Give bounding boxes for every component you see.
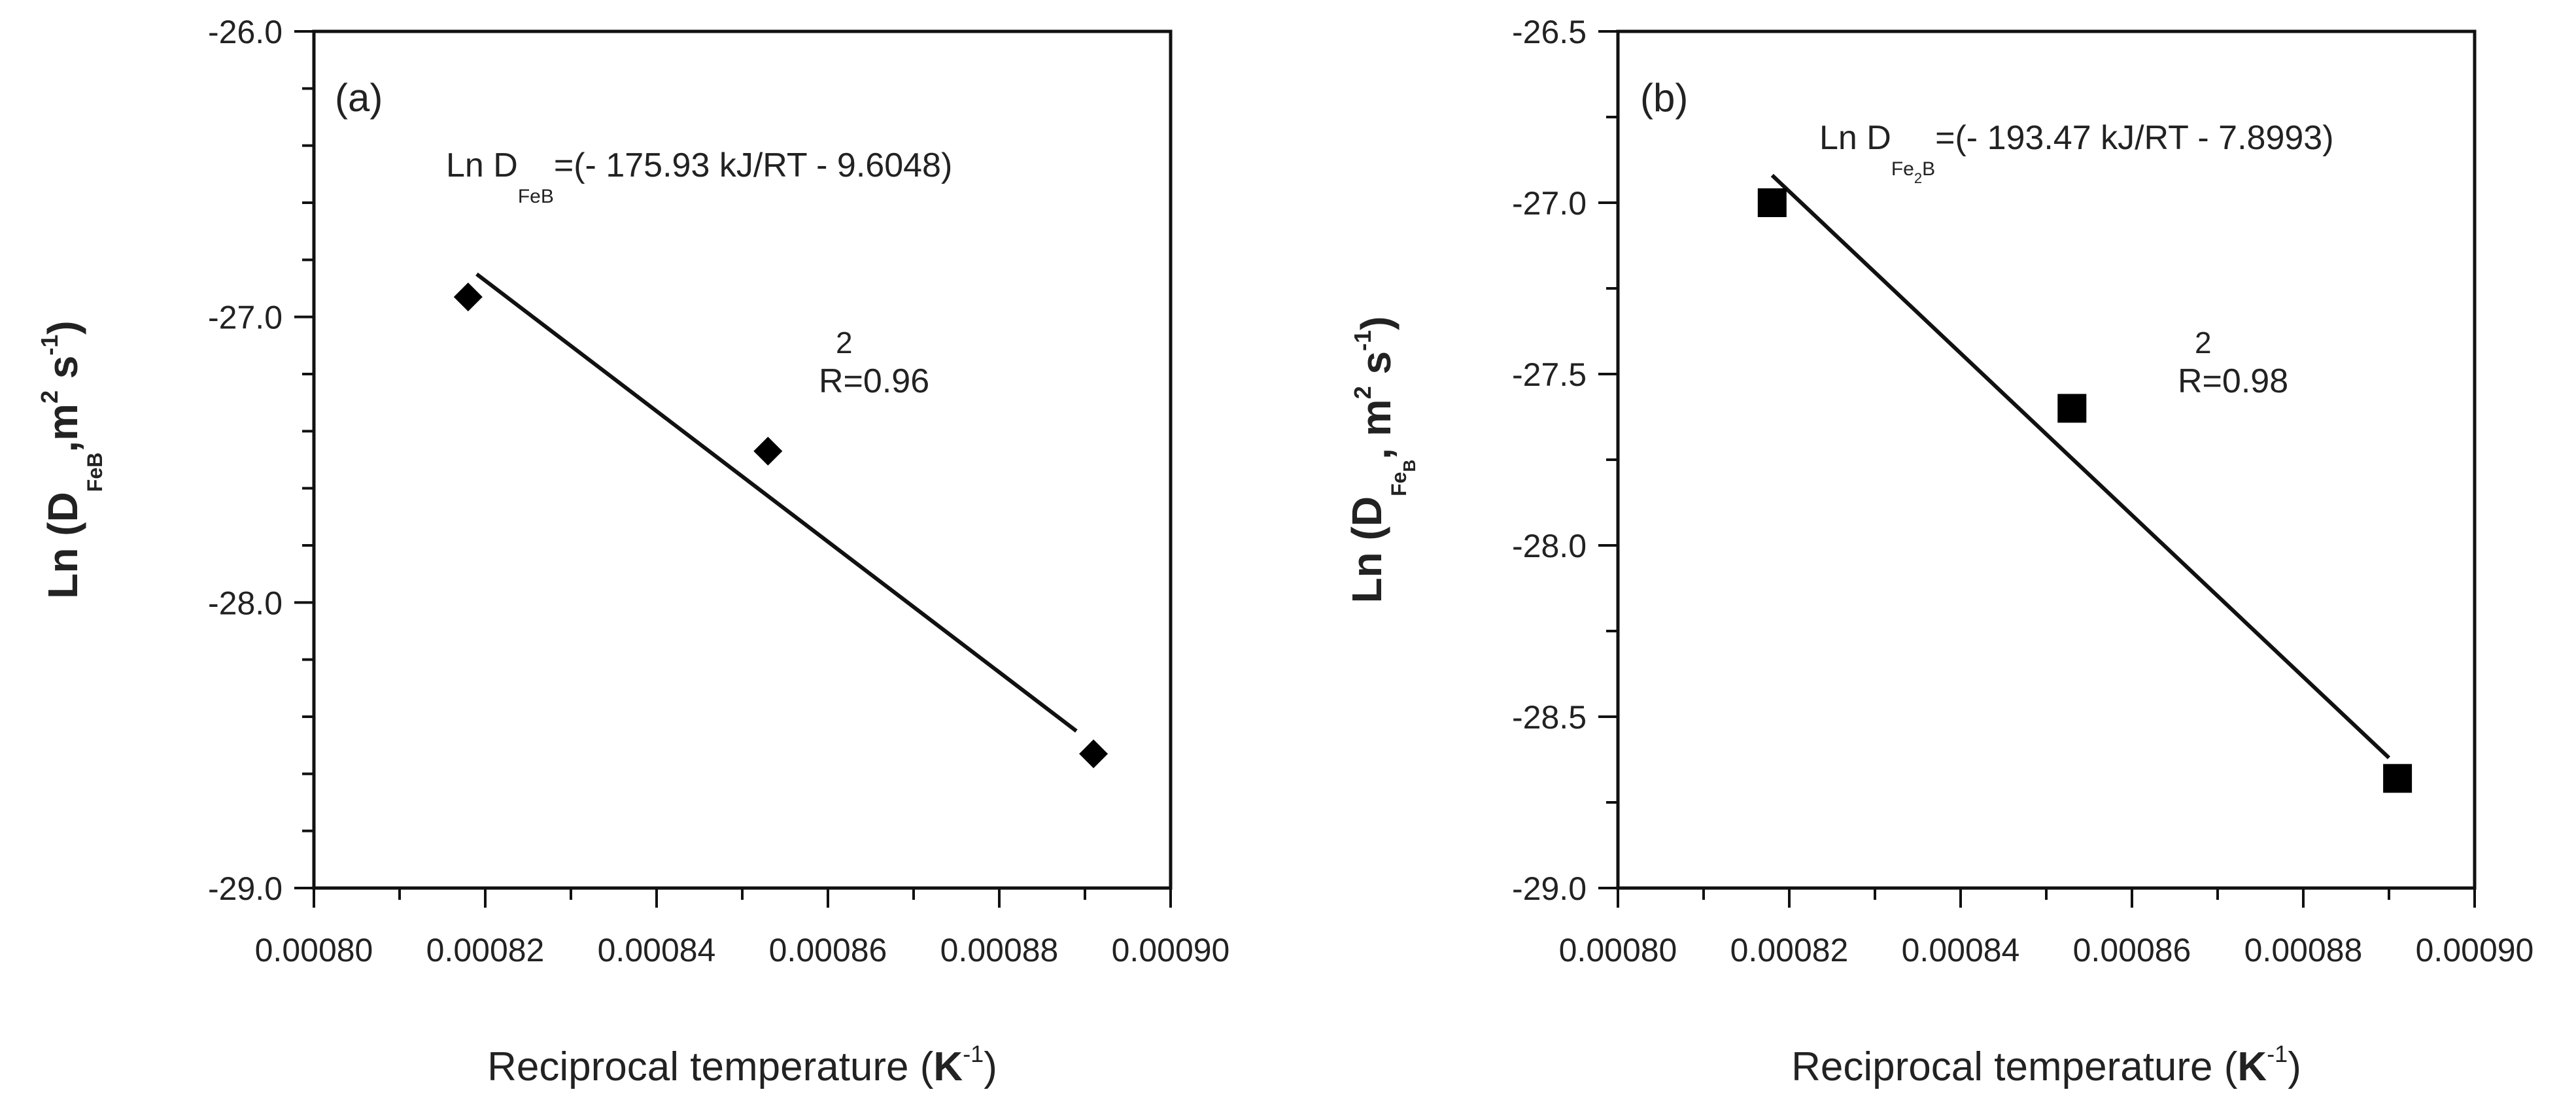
panel-a-fit-line [475,272,1078,733]
panel-a-x-axis-label: Reciprocal temperature (K-1) [487,1040,997,1089]
panel-b-x-axis-label: Reciprocal temperature (K-1) [1791,1040,2301,1089]
panel-a-equation: Ln DFeB=(- 175.93 kJ/RT - 9.6048) [446,146,952,207]
panel-b-x-tick-label: 0.00080 [1559,932,1677,968]
panel-b-data-point [1757,188,1787,217]
panel-b: 0.00080 0.00082 0.00084 0.00086 0.00088 0.000… [1343,14,2533,1089]
panel-a-ticks: 0.00080 0.00082 0.00084 0.00086 0.00088 0.000… [208,14,1229,968]
panel-a-r2: R=0.96 [819,362,929,400]
panel-b-ticks: 0.00080 0.00082 0.00084 0.00086 0.00088 0.000… [1512,14,2533,968]
panel-b-y-axis-label-wrap: Ln (DFeB, m2 s-1) [1343,317,1419,604]
panel-b-x-tick-label: 0.00088 [2244,932,2363,968]
panel-b-fit-line [1770,173,2391,760]
panel-b-data-point [2057,394,2087,423]
panel-a-data-point [753,436,783,466]
panel-a-x-tick-label: 0.00090 [1112,932,1230,968]
panel-a-y-tick-label: -26.0 [208,14,283,50]
panel-b-x-tick-label: 0.00082 [1730,932,1849,968]
panel-a-x-tick-label: 0.00088 [940,932,1059,968]
panel-a-points [453,283,1108,768]
panel-b-y-tick-label: -28.0 [1512,528,1587,564]
panel-b-y-tick-label: -27.5 [1512,356,1587,393]
panel-a-label: (a) [335,76,383,120]
panel-b-y-tick-label: -29.0 [1512,870,1587,907]
panel-b-x-tick-label: 0.00090 [2416,932,2534,968]
panel-b-y-tick-label: -26.5 [1512,14,1587,50]
panel-a-x-tick-label: 0.00082 [426,932,545,968]
panel-b-label: (b) [1640,76,1688,120]
panel-a-y-tick-label: -27.0 [208,300,283,336]
panel-b-data-point [2383,764,2413,793]
panel-b-y-tick-label: -27.0 [1512,185,1587,222]
panel-a-y-axis-label: Ln (DFeB,m2 s-1) [36,320,107,598]
panel-b-equation: Ln DFe2B=(- 193.47 kJ/RT - 7.8993) [1819,119,2334,186]
panel-a-y-tick-label: -28.0 [208,585,283,621]
panel-a-data-point [453,283,483,312]
panel-b-y-tick-label: -28.5 [1512,699,1587,736]
panel-b-plot-frame [1616,29,2477,890]
panel-b-r2-superscript: 2 [2195,326,2212,360]
panel-a-x-tick-label: 0.00080 [255,932,373,968]
panel-a-data-point [1079,739,1108,768]
panel-a-x-tick-label: 0.00086 [769,932,887,968]
panel-a-y-tick-label: -29.0 [208,870,283,907]
panel-b-x-tick-label: 0.00084 [1902,932,2020,968]
panel-b-x-tick-label: 0.00086 [2073,932,2191,968]
panel-a-fit-layer [475,272,1078,733]
panel-a-y-axis-label-wrap: Ln (DFeB,m2 s-1) [36,320,107,598]
panel-b-y-axis-label: Ln (DFeB, m2 s-1) [1343,317,1419,604]
panel-b-fit-layer [1770,173,2391,760]
panel-b-r2: R=0.98 [2178,362,2288,400]
panel-a-x-tick-label: 0.00084 [598,932,716,968]
panel-a: 0.00080 0.00082 0.00084 0.00086 0.00088 0.000… [36,14,1229,1089]
panel-b-points [1757,188,2413,793]
panel-a-r2-superscript: 2 [836,326,853,360]
